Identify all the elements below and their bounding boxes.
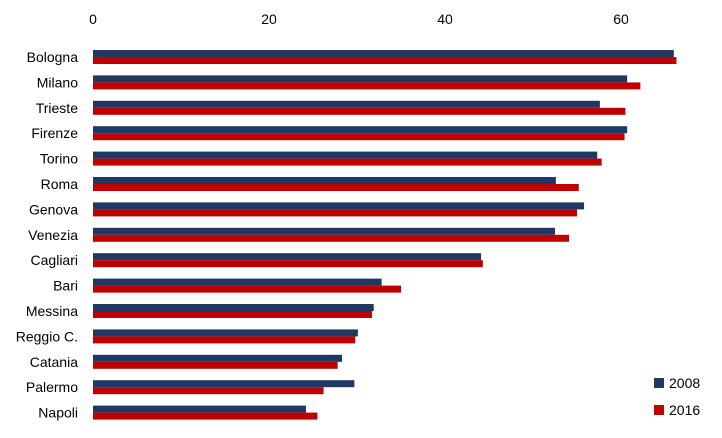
bar-2008-genova [93, 202, 585, 210]
bar-2008-catania [93, 354, 343, 362]
legend-swatch-2008 [654, 378, 664, 388]
category-label: Messina [26, 303, 78, 319]
legend-label-2008: 2008 [669, 375, 700, 391]
category-label: Cagliari [31, 252, 78, 268]
bar-2016-torino [93, 158, 602, 166]
bar-2016-bologna [93, 57, 677, 64]
category-label: Genova [29, 201, 78, 217]
category-label: Palermo [26, 379, 78, 395]
category-label: Venezia [28, 227, 78, 243]
bar-2008-venezia [93, 227, 555, 235]
bar-2016-trieste [93, 107, 626, 115]
category-label: Reggio C. [16, 328, 78, 344]
x-tick-label: 0 [89, 11, 97, 27]
bar-2008-firenze [93, 126, 628, 134]
bar-2008-napoli [93, 405, 306, 413]
bar-2008-palermo [93, 380, 355, 388]
bar-2016-genova [93, 209, 577, 217]
bar-2008-roma [93, 177, 556, 184]
bar-2008-messina [93, 304, 374, 311]
bar-2016-messina [93, 311, 372, 318]
bar-2016-firenze [93, 133, 625, 141]
category-label: Trieste [36, 100, 78, 116]
x-axis-ticks: 0 20 40 60 [89, 11, 629, 27]
x-tick-label: 40 [437, 11, 453, 27]
category-label: Catania [30, 354, 78, 370]
bar-2016-milano [93, 82, 641, 90]
bar-2016-cagliari [93, 260, 483, 268]
bar-2016-bari [93, 285, 401, 293]
category-label: Firenze [31, 125, 78, 141]
category-label: Milano [37, 74, 78, 90]
bar-2016-roma [93, 184, 579, 191]
x-tick-label: 60 [613, 11, 629, 27]
category-label: Roma [41, 176, 79, 192]
bar-2016-reggio-c [93, 336, 356, 344]
bars [93, 50, 677, 420]
bar-2008-trieste [93, 100, 600, 108]
legend-label-2016: 2016 [669, 402, 700, 418]
bar-2016-napoli [93, 412, 318, 420]
bar-2008-bari [93, 278, 382, 286]
category-labels: Bologna Milano Trieste Firenze Torino Roma Gen… [16, 49, 78, 421]
bar-2016-catania [93, 361, 338, 369]
bar-2008-milano [93, 75, 628, 83]
bar-2008-cagliari [93, 253, 482, 261]
category-label: Bologna [27, 49, 79, 65]
bar-2008-bologna [93, 50, 674, 57]
legend-swatch-2016 [654, 405, 664, 415]
category-label: Napoli [38, 405, 78, 421]
x-tick-label: 20 [261, 11, 277, 27]
category-label: Bari [53, 278, 78, 294]
legend: 2008 2016 [654, 375, 700, 418]
bar-2016-venezia [93, 234, 570, 242]
bar-2008-reggio-c [93, 329, 358, 337]
bar-2008-torino [93, 151, 598, 159]
category-label: Torino [40, 151, 78, 167]
bar-2016-palermo [93, 387, 324, 395]
